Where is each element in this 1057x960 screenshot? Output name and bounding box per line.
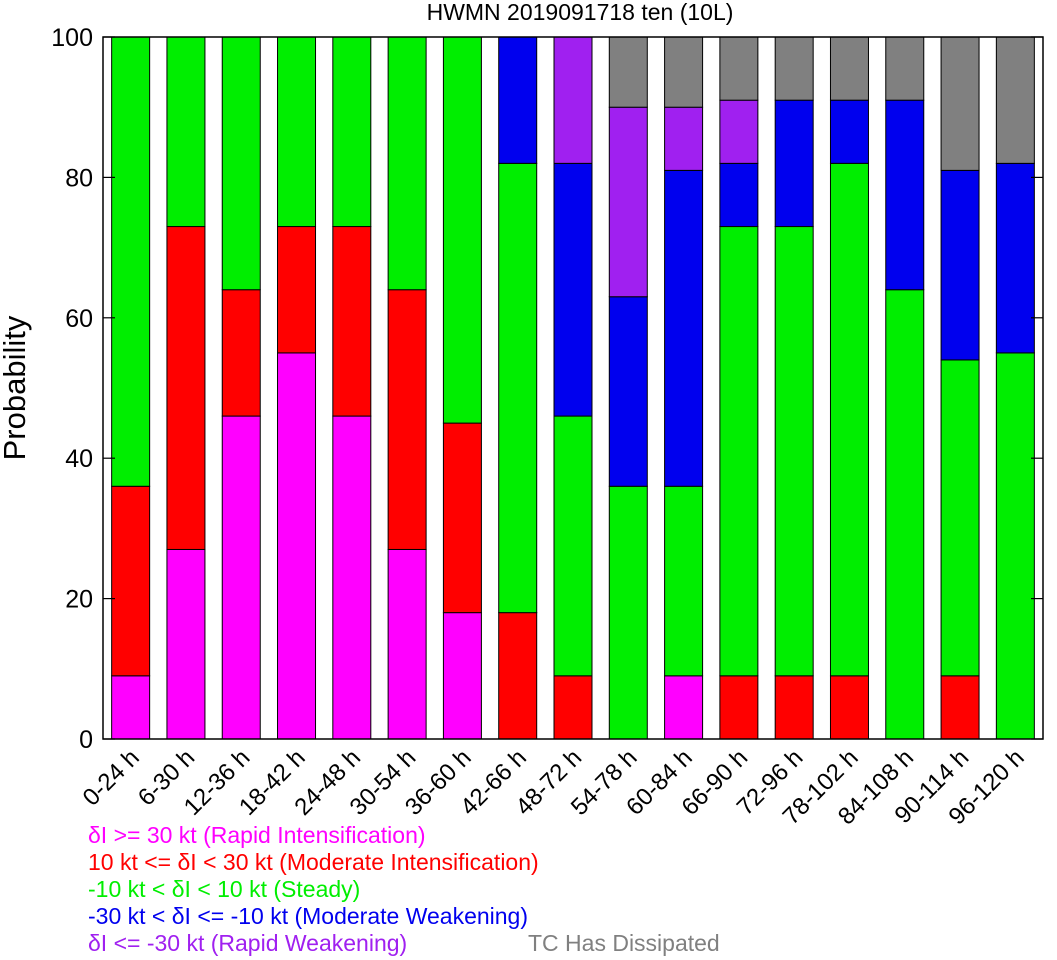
bar-segment-14-2 xyxy=(885,289,925,740)
bar-segment-6-0 xyxy=(442,612,482,740)
bar-segment-11-5 xyxy=(719,36,759,101)
bar-segment-5-2 xyxy=(387,36,427,291)
bar-segment-9-3 xyxy=(608,296,648,487)
bar-segment-0-1 xyxy=(111,485,151,677)
bar-segment-10-5 xyxy=(664,36,704,108)
legend-steady: -10 kt < δI < 10 kt (Steady) xyxy=(88,876,361,902)
y-tick-label: 60 xyxy=(65,305,93,333)
y-tick-label: 80 xyxy=(65,164,93,192)
bar-segment-7-1 xyxy=(498,612,538,740)
bar-segment-15-1 xyxy=(940,675,980,740)
bar-segment-5-0 xyxy=(387,548,427,740)
bars-group xyxy=(111,36,1035,740)
bar-segment-13-3 xyxy=(829,99,869,164)
bar-segment-11-1 xyxy=(719,675,759,740)
bar-segment-14-5 xyxy=(885,36,925,101)
bar-segment-7-2 xyxy=(498,162,538,614)
bar-segment-9-4 xyxy=(608,106,648,298)
bar-segment-14-3 xyxy=(885,99,925,291)
legend-dissipated: TC Has Dissipated xyxy=(528,930,720,956)
bar-segment-12-5 xyxy=(774,36,814,101)
bar-segment-5-1 xyxy=(387,289,427,550)
bar-segment-1-2 xyxy=(166,36,206,228)
bar-segment-8-4 xyxy=(553,36,593,164)
bar-segment-2-2 xyxy=(221,36,261,291)
bar-segment-16-2 xyxy=(995,352,1035,740)
bar-segment-16-3 xyxy=(995,162,1035,354)
chart-title: HWMN 2019091718 ten (10L) xyxy=(427,0,734,25)
bar-segment-11-4 xyxy=(719,99,759,164)
bar-segment-1-1 xyxy=(166,226,206,550)
bar-segment-0-2 xyxy=(111,36,151,487)
bar-segment-12-3 xyxy=(774,99,814,228)
bar-segment-3-2 xyxy=(277,36,317,228)
bar-segment-15-3 xyxy=(940,169,980,361)
bar-segment-8-2 xyxy=(553,415,593,677)
legend-rapid-weakening: δI <= -30 kt (Rapid Weakening) xyxy=(88,930,408,956)
x-tick-label: 0-24 h xyxy=(78,744,145,811)
bar-segment-10-3 xyxy=(664,169,704,487)
bar-segment-12-2 xyxy=(774,226,814,677)
bar-segment-6-1 xyxy=(442,422,482,614)
bar-segment-2-1 xyxy=(221,289,261,417)
bar-segment-8-3 xyxy=(553,162,593,417)
bar-segment-15-2 xyxy=(940,359,980,677)
y-tick-label: 40 xyxy=(65,445,93,473)
bar-segment-6-2 xyxy=(442,36,482,424)
bar-segment-10-2 xyxy=(664,485,704,677)
y-axis-label: Probability xyxy=(0,315,32,460)
bar-segment-12-1 xyxy=(774,675,814,740)
bar-segment-4-2 xyxy=(332,36,372,228)
legend-moderate-weakening: -30 kt < δI <= -10 kt (Moderate Weakenin… xyxy=(88,903,529,929)
bar-segment-16-5 xyxy=(995,36,1035,164)
bar-segment-4-0 xyxy=(332,415,372,740)
bar-segment-10-4 xyxy=(664,106,704,171)
bar-segment-7-3 xyxy=(498,36,538,164)
bar-segment-13-1 xyxy=(829,675,869,740)
bar-segment-9-2 xyxy=(608,485,648,740)
bar-segment-4-1 xyxy=(332,226,372,417)
bar-segment-13-2 xyxy=(829,162,869,677)
legend-rapid-intensification: δI >= 30 kt (Rapid Intensification) xyxy=(88,822,426,848)
bar-segment-13-5 xyxy=(829,36,869,101)
bar-segment-11-3 xyxy=(719,162,759,228)
plot-frame xyxy=(102,36,1044,740)
y-tick-label: 20 xyxy=(65,586,93,614)
bar-segment-9-5 xyxy=(608,36,648,108)
bar-segment-1-0 xyxy=(166,548,206,740)
bar-segment-8-1 xyxy=(553,675,593,740)
bar-segment-3-0 xyxy=(277,352,317,740)
bar-segment-11-2 xyxy=(719,226,759,677)
bar-segment-0-0 xyxy=(111,675,151,740)
bar-segment-10-0 xyxy=(664,675,704,740)
bar-segment-15-5 xyxy=(940,36,980,171)
bar-segment-3-1 xyxy=(277,226,317,354)
legend-moderate-intensification: 10 kt <= δI < 30 kt (Moderate Intensific… xyxy=(88,849,539,875)
bar-segment-2-0 xyxy=(221,415,261,740)
y-tick-label: 0 xyxy=(79,726,93,754)
y-tick-label: 100 xyxy=(51,24,93,52)
